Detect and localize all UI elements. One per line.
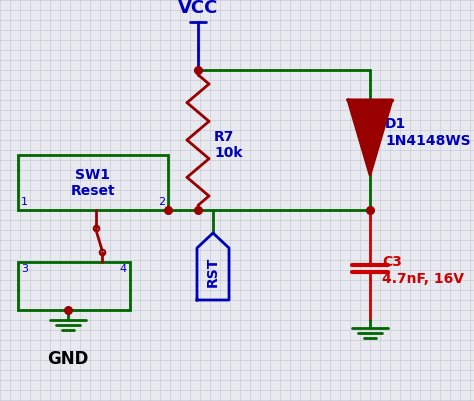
- Text: SW1
Reset: SW1 Reset: [71, 168, 115, 198]
- Text: 3: 3: [21, 264, 28, 274]
- Text: VCC: VCC: [178, 0, 218, 17]
- Text: 4: 4: [120, 264, 127, 274]
- Text: D1
1N4148WS: D1 1N4148WS: [385, 117, 471, 148]
- Text: GND: GND: [47, 350, 89, 368]
- Text: C3
4.7nF, 16V: C3 4.7nF, 16V: [382, 255, 464, 286]
- Text: 1: 1: [21, 197, 28, 207]
- Text: R7
10k: R7 10k: [214, 130, 243, 160]
- Text: RST: RST: [206, 256, 220, 287]
- Polygon shape: [348, 100, 392, 175]
- Text: 2: 2: [158, 197, 165, 207]
